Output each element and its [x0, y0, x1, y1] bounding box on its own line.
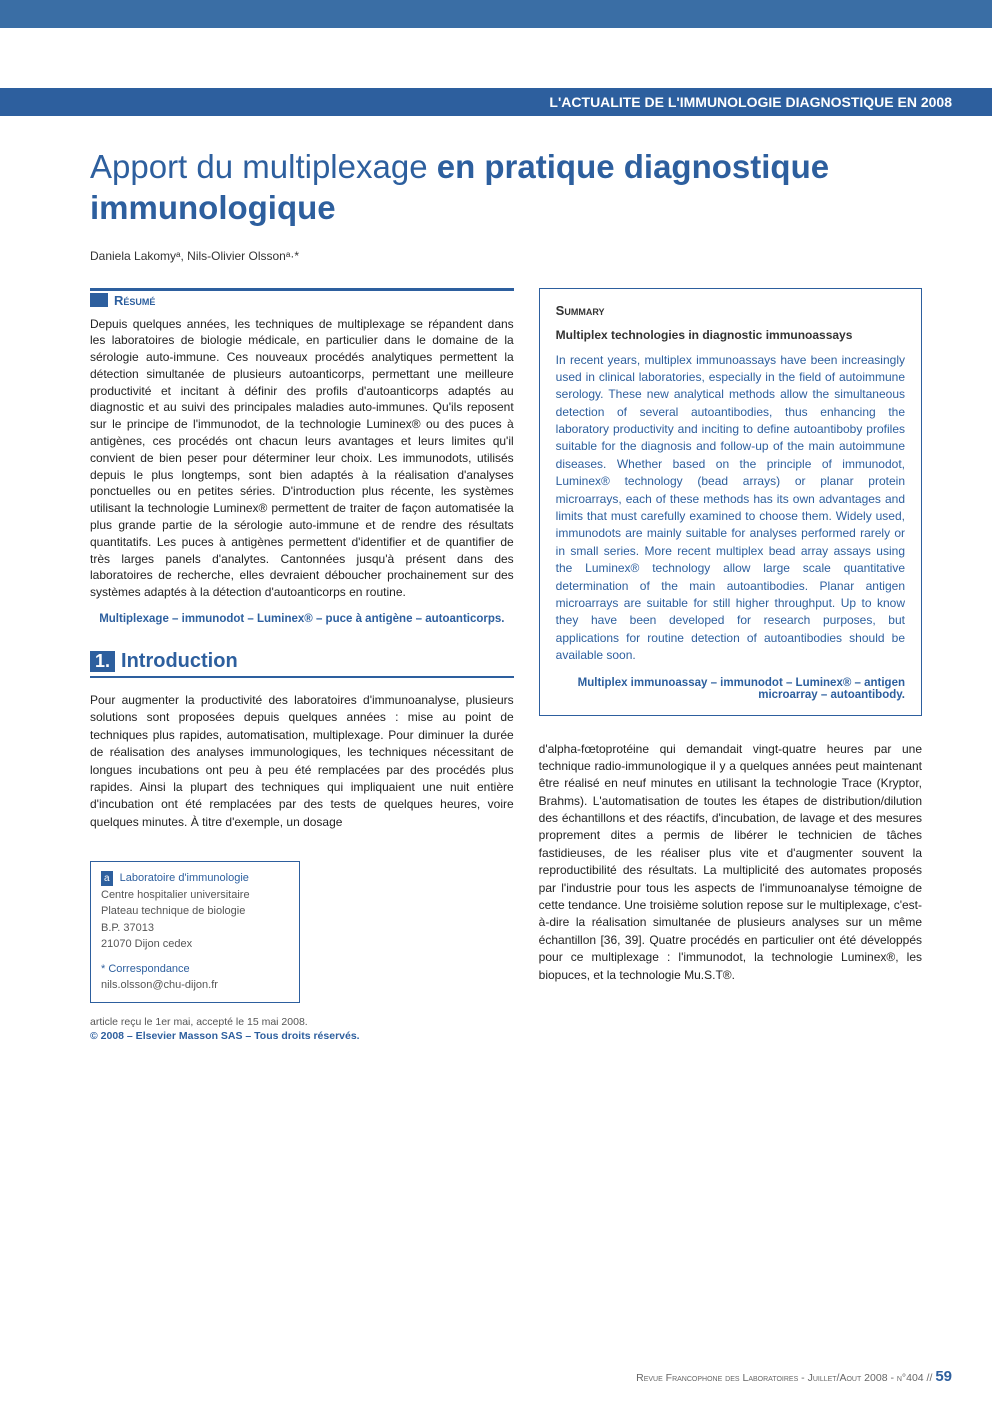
summary-subtitle: Multiplex technologies in diagnostic imm…: [556, 328, 905, 342]
left-column: Résumé Depuis quelques années, les techn…: [90, 288, 514, 1045]
correspondence-label: * Correspondance: [101, 961, 289, 978]
section-number-box: 1.: [90, 651, 115, 672]
intro-para-left: Pour augmenter la productivité des labor…: [90, 692, 514, 831]
affil-lab-line: a Laboratoire d'immunologie: [101, 870, 289, 887]
affil-line: 21070 Dijon cedex: [101, 936, 289, 953]
heading-accent-icon: [90, 293, 108, 307]
summary-heading: Summary: [556, 303, 905, 318]
summary-body: In recent years, multiplex immunoassays …: [556, 352, 905, 665]
author-line: Daniela Lakomyᵃ, Nils-Olivier Olssonᵃ·*: [90, 249, 922, 263]
affil-line: Centre hospitalier universitaire: [101, 887, 289, 904]
resume-body: Depuis quelques années, les techniques d…: [90, 316, 514, 602]
affil-line: Plateau technique de biologie: [101, 903, 289, 920]
correspondence-email: nils.olsson@chu-dijon.fr: [101, 977, 289, 994]
footer-page-number: 59: [935, 1368, 952, 1385]
resume-heading: Résumé: [90, 288, 514, 308]
affil-line: B.P. 37013: [101, 920, 289, 937]
article-copyright: © 2008 – Elsevier Masson SAS – Tous droi…: [90, 1029, 514, 1044]
intro-heading: 1. Introduction: [90, 650, 514, 678]
page: L'ACTUALITE DE L'IMMUNOLOGIE DIAGNOSTIQU…: [0, 0, 992, 1403]
affil-label-a: a: [101, 871, 113, 886]
top-accent-bar: [0, 0, 992, 28]
abstract-columns: Résumé Depuis quelques années, les techn…: [90, 288, 922, 1045]
page-footer: Revue Francophone des Laboratoires - Jui…: [636, 1368, 952, 1385]
resume-heading-text: Résumé: [114, 293, 155, 308]
resume-keywords: Multiplexage – immunodot – Luminex® – pu…: [90, 613, 514, 625]
summary-box: Summary Multiplex technologies in diagno…: [539, 288, 922, 716]
article-title: Apport du multiplexage en pratique diagn…: [90, 146, 922, 229]
intro-heading-text: Introduction: [121, 650, 238, 673]
summary-keywords: Multiplex immunoassay – immunodot – Lumi…: [556, 677, 905, 701]
intro-para-right: d'alpha-fœtoprotéine qui demandait vingt…: [539, 741, 922, 984]
content-area: Apport du multiplexage en pratique diagn…: [0, 116, 992, 1064]
article-received: article reçu le 1er mai, accepté le 15 m…: [90, 1015, 514, 1030]
affil-lab: Laboratoire d'immunologie: [120, 872, 249, 884]
title-light: Apport du multiplexage: [90, 148, 437, 185]
affiliation-box: a Laboratoire d'immunologie Centre hospi…: [90, 861, 300, 1003]
right-column: Summary Multiplex technologies in diagno…: [539, 288, 922, 1045]
article-meta: article reçu le 1er mai, accepté le 15 m…: [90, 1015, 514, 1044]
footer-journal: Revue Francophone des Laboratoires - Jui…: [636, 1372, 932, 1384]
section-header-band: L'ACTUALITE DE L'IMMUNOLOGIE DIAGNOSTIQU…: [0, 88, 992, 116]
